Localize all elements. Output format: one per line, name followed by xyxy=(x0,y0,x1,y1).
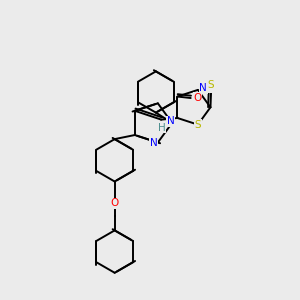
Text: N: N xyxy=(149,137,157,148)
Text: N: N xyxy=(199,83,207,93)
Text: O: O xyxy=(193,93,201,103)
Text: N: N xyxy=(167,116,175,126)
Text: H: H xyxy=(158,123,166,133)
Text: S: S xyxy=(194,120,201,130)
Text: S: S xyxy=(208,80,214,91)
Text: H: H xyxy=(206,82,214,92)
Text: O: O xyxy=(110,198,119,208)
